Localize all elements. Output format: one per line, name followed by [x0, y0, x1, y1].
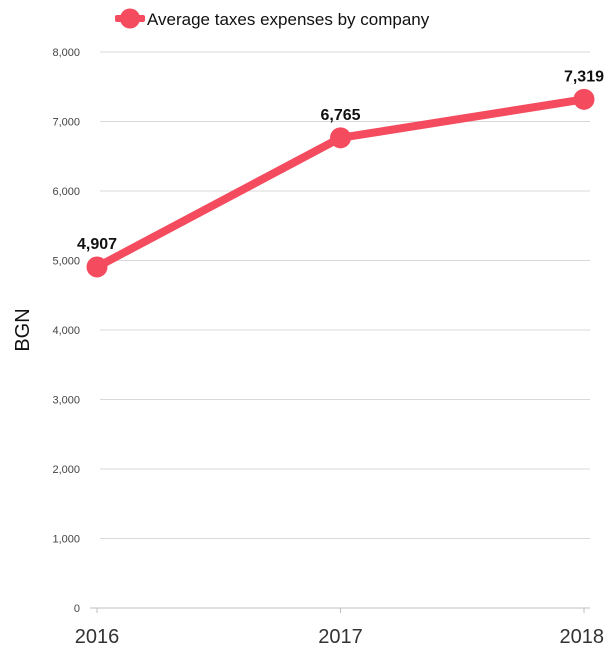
x-tick-label: 2017 — [318, 626, 363, 648]
legend-swatch-marker — [120, 8, 140, 29]
data-labels: 4,907 6,765 7,319 — [77, 68, 604, 253]
legend: Average taxes expenses by company — [115, 8, 430, 29]
x-tick-label: 2016 — [75, 626, 120, 648]
x-tick-label: 2018 — [560, 626, 605, 648]
y-tick-label: 3,000 — [52, 395, 80, 407]
data-point — [330, 127, 351, 149]
series-line — [93, 95, 588, 271]
data-label: 6,765 — [320, 107, 360, 124]
series — [86, 88, 595, 278]
y-tick-label: 8,000 — [52, 47, 80, 59]
data-point — [86, 256, 108, 278]
x-axis: 2016 2017 2018 — [75, 607, 605, 648]
gridlines — [100, 51, 590, 539]
y-axis-title: BGN — [12, 308, 34, 351]
y-tick-label: 7,000 — [52, 117, 80, 129]
data-point — [573, 88, 595, 110]
y-tick-label: 6,000 — [52, 186, 80, 198]
y-tick-label: 0 — [74, 603, 80, 615]
data-label: 7,319 — [564, 68, 604, 85]
data-label: 4,907 — [77, 236, 117, 253]
y-axis-ticks: 0 1,000 2,000 3,000 4,000 5,000 6,000 7,000 8,00… — [52, 47, 80, 615]
legend-label: Average taxes expenses by company — [147, 10, 430, 29]
y-tick-label: 5,000 — [52, 256, 80, 268]
y-tick-label: 1,000 — [52, 534, 80, 546]
y-tick-label: 4,000 — [52, 325, 80, 337]
y-tick-label: 2,000 — [52, 464, 80, 476]
